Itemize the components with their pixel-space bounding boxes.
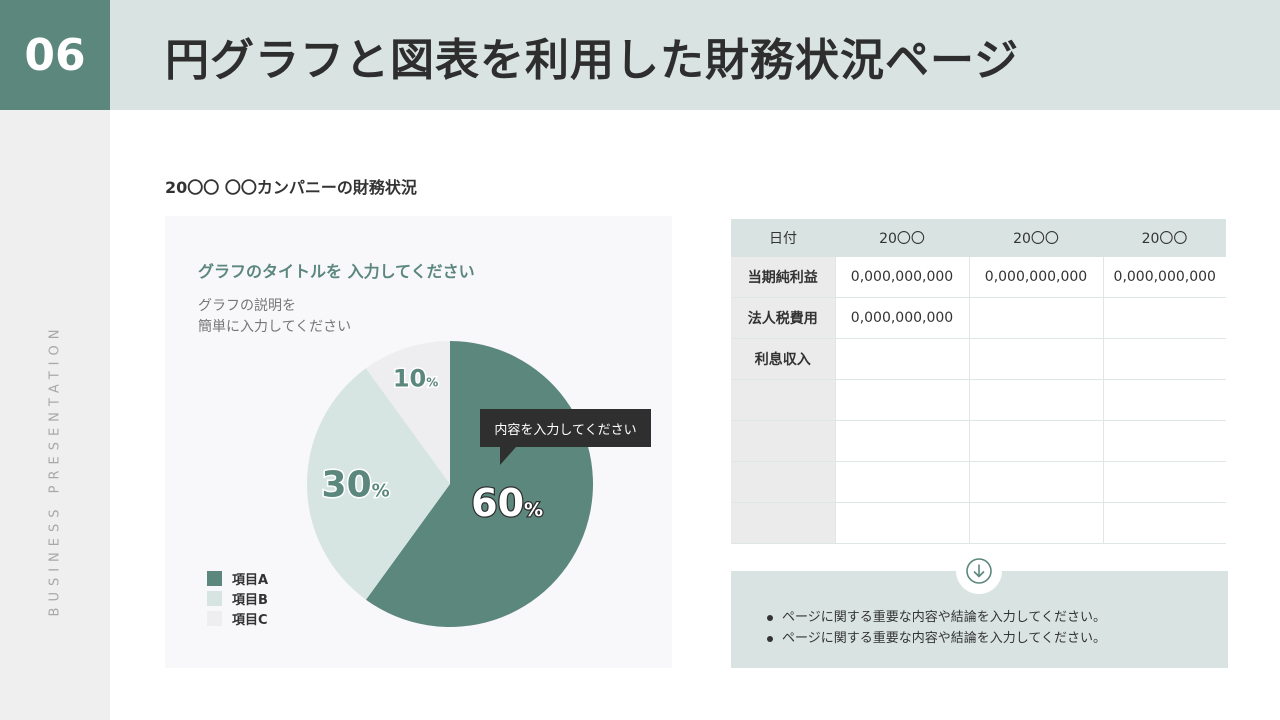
chart-description: グラフの説明を 簡単に入力してください (198, 296, 351, 338)
legend-item: 項目C (207, 608, 268, 628)
pie-label-unit: % (426, 375, 438, 389)
table-cell (968, 297, 1103, 339)
table-cell (1102, 379, 1226, 421)
table-cell: 0,000,000,000 (968, 257, 1103, 298)
chart-description-line: 簡単に入力してください (198, 319, 352, 335)
summary-list: ページに関する重要な内容や結論を入力してください。 ページに関する重要な内容や結… (767, 607, 1106, 649)
chart-callout: 内容を入力してください (480, 409, 651, 447)
table-cell: 0,000,000,000 (1102, 257, 1226, 298)
table-row-header-cell: 法人税費用 (731, 297, 835, 339)
table-row-header-cell (731, 420, 835, 462)
table-row-header-cell (731, 379, 835, 421)
table-cell (834, 502, 969, 544)
pie-label-value: 10 (393, 364, 426, 392)
table-cell (968, 502, 1103, 544)
table-cell (834, 420, 969, 462)
table-row-header-cell (731, 461, 835, 503)
table-cell: 0,000,000,000 (834, 257, 969, 298)
table-header-cell: 20〇〇 (835, 219, 969, 257)
table-cell (834, 379, 969, 421)
section-subtitle: 20〇〇 〇〇カンパニーの財務状況 (165, 178, 417, 197)
financial-table: 日付 20〇〇 20〇〇 20〇〇 当期純利益 0,000,000,000 0,00… (731, 219, 1226, 544)
pie-data-label: 10% (393, 364, 438, 392)
table-cell (1102, 297, 1226, 339)
table-row-header-cell: 利息収入 (731, 338, 835, 380)
pie-data-label: 30% (322, 465, 390, 506)
chart-legend: 項目A 項目B 項目C (207, 568, 268, 628)
table-row: 法人税費用 0,000,000,000 (731, 297, 1226, 339)
table-row (731, 502, 1226, 544)
table-header-cell: 20〇〇 (969, 219, 1103, 257)
chart-description-line: グラフの説明を (198, 298, 296, 314)
title-bar: 円グラフと図表を利用した財務状況ページ (110, 0, 1280, 110)
table-cell (1102, 338, 1226, 380)
legend-label: 項目C (232, 612, 268, 628)
table-header-cell: 20〇〇 (1103, 219, 1226, 257)
arrow-down-circle-icon (956, 548, 1002, 594)
pie-data-label: 60% (471, 481, 543, 525)
chart-callout-tail (500, 447, 516, 465)
table-row-header-cell (731, 502, 835, 544)
table-row: 当期純利益 0,000,000,000 0,000,000,000 0,000,000… (731, 257, 1226, 298)
section-number: 06 (0, 0, 110, 110)
table-cell (834, 338, 969, 380)
legend-item: 項目A (207, 568, 268, 588)
pie-label-value: 30 (322, 465, 372, 506)
legend-label: 項目A (232, 572, 269, 588)
legend-swatch (207, 610, 222, 626)
side-strip: BUSINESS PRESENTATION (0, 110, 110, 720)
table-cell (968, 420, 1103, 462)
legend-label: 項目B (232, 592, 268, 608)
table-row (731, 461, 1226, 503)
table-cell (968, 338, 1103, 380)
side-label: BUSINESS PRESENTATION (47, 323, 63, 617)
pie-slice (307, 368, 450, 600)
summary-bullet: ページに関する重要な内容や結論を入力してください。 (767, 628, 1106, 649)
table-row (731, 379, 1226, 421)
pie-label-value: 60 (471, 481, 524, 525)
summary-bullet: ページに関する重要な内容や結論を入力してください。 (767, 607, 1106, 628)
table-cell: 0,000,000,000 (834, 297, 969, 339)
legend-swatch (207, 590, 222, 606)
table-cell (1102, 461, 1226, 503)
pie-label-unit: % (524, 499, 543, 521)
table-cell (1102, 420, 1226, 462)
table-row: 利息収入 (731, 338, 1226, 380)
table-cell (968, 461, 1103, 503)
table-cell (834, 461, 969, 503)
chart-title: グラフのタイトルを 入力してください (198, 262, 475, 281)
pie-label-unit: % (372, 481, 390, 502)
legend-swatch (207, 570, 222, 586)
table-cell (968, 379, 1103, 421)
table-row (731, 420, 1226, 462)
page-title: 円グラフと図表を利用した財務状況ページ (165, 35, 1020, 86)
pie-slice (365, 341, 450, 484)
table-header-cell: 日付 (731, 219, 835, 257)
chart-panel: グラフのタイトルを 入力してください グラフの説明を 簡単に入力してください 6… (165, 216, 672, 668)
table-cell (1102, 502, 1226, 544)
table-row-header-cell: 当期純利益 (731, 257, 835, 298)
legend-item: 項目B (207, 588, 268, 608)
table-header-row: 日付 20〇〇 20〇〇 20〇〇 (731, 219, 1226, 257)
